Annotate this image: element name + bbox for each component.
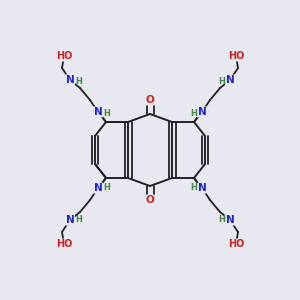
- Text: H: H: [103, 109, 110, 118]
- Text: N: N: [226, 75, 234, 85]
- Text: H: H: [75, 76, 82, 85]
- Text: HO: HO: [56, 51, 72, 61]
- Text: N: N: [198, 107, 206, 117]
- Text: H: H: [218, 214, 225, 224]
- Text: O: O: [146, 95, 154, 105]
- Text: H: H: [75, 214, 82, 224]
- Text: HO: HO: [228, 239, 244, 249]
- Text: N: N: [198, 183, 206, 193]
- Text: HO: HO: [228, 51, 244, 61]
- Text: N: N: [66, 215, 74, 225]
- Text: O: O: [146, 195, 154, 205]
- Text: N: N: [94, 107, 102, 117]
- Text: H: H: [190, 109, 197, 118]
- Text: H: H: [103, 182, 110, 191]
- Text: N: N: [66, 75, 74, 85]
- Text: H: H: [218, 76, 225, 85]
- Text: N: N: [94, 183, 102, 193]
- Text: N: N: [226, 215, 234, 225]
- Text: H: H: [190, 182, 197, 191]
- Text: HO: HO: [56, 239, 72, 249]
